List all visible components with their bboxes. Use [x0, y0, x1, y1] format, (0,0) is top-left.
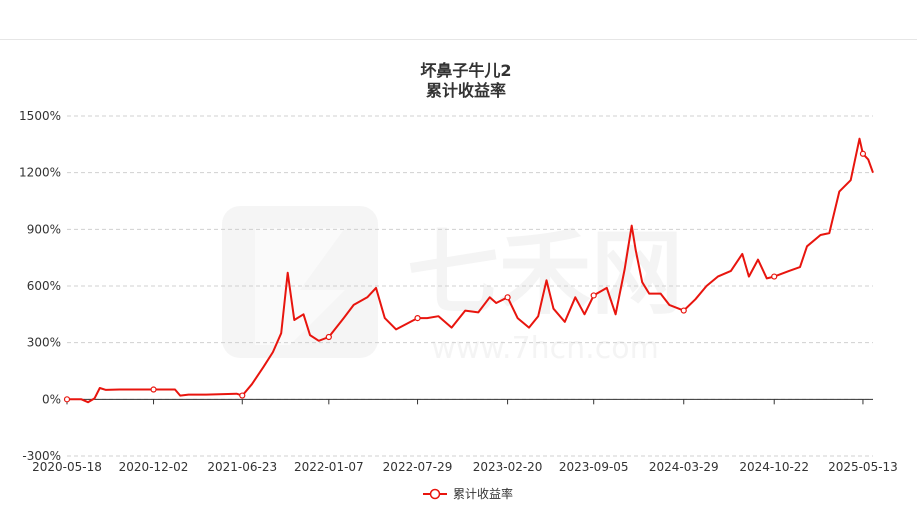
- chart-subtitle: 累计收益率: [426, 81, 506, 100]
- x-tick-label: 2023-09-05: [559, 460, 629, 474]
- data-point[interactable]: [504, 294, 511, 301]
- grid: [67, 115, 873, 457]
- data-point[interactable]: [859, 150, 867, 157]
- y-tick-label: 900%: [27, 222, 61, 236]
- x-tick-label: 2024-03-29: [649, 460, 719, 474]
- y-tick-label: 1500%: [19, 109, 61, 123]
- x-axis: 2020-05-18 2020-12-02 2021-06-23 2022-01-07…: [32, 398, 898, 474]
- data-point[interactable]: [771, 273, 778, 280]
- data-point[interactable]: [414, 315, 421, 322]
- x-tick-label: 2023-02-20: [473, 460, 543, 474]
- data-point[interactable]: [590, 292, 597, 299]
- y-tick-label: 300%: [27, 336, 61, 350]
- x-tick-label: 2021-06-23: [207, 460, 277, 474]
- legend-label: 累计收益率: [453, 486, 513, 501]
- series-layer: [63, 137, 874, 404]
- watermark-logo-icon: [222, 206, 378, 358]
- y-tick-label: 1200%: [19, 166, 61, 180]
- legend-marker-icon: [429, 488, 441, 500]
- x-tick-label: 2020-12-02: [119, 460, 189, 474]
- data-point[interactable]: [325, 333, 332, 341]
- x-tick-label: 2022-01-07: [294, 460, 364, 474]
- y-tick-label: 600%: [27, 279, 61, 293]
- y-axis: -300% 0% 300% 600% 900% 1200% 1500%: [19, 109, 61, 463]
- x-tick-label: 2022-07-29: [383, 460, 453, 474]
- legend[interactable]: 累计收益率: [423, 486, 513, 501]
- y-tick-label: 0%: [42, 392, 61, 406]
- chart-title: 坏鼻子牛儿2: [420, 61, 511, 80]
- watermark-url: www.7hcn.com: [431, 331, 659, 366]
- y-tick-label: -300%: [22, 449, 61, 463]
- top-divider: [0, 39, 917, 40]
- data-point[interactable]: [239, 392, 246, 399]
- data-point[interactable]: [150, 386, 157, 393]
- watermark-brand: 七禾网: [407, 220, 683, 327]
- data-point[interactable]: [680, 307, 687, 314]
- data-point[interactable]: [63, 396, 71, 403]
- x-tick-label: 2025-05-13: [828, 460, 898, 474]
- x-tick-label: 2020-05-18: [32, 460, 102, 474]
- x-tick-label: 2024-10-22: [739, 460, 809, 474]
